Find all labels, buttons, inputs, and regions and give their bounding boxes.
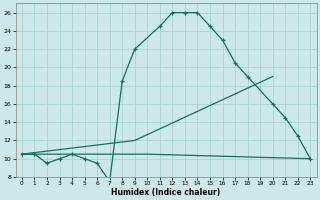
X-axis label: Humidex (Indice chaleur): Humidex (Indice chaleur) <box>111 188 221 197</box>
